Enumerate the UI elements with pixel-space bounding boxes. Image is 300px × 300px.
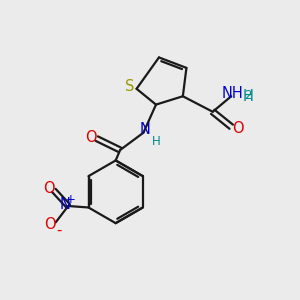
Text: 2: 2	[244, 89, 252, 102]
Text: O: O	[85, 130, 97, 145]
Text: O: O	[43, 181, 54, 196]
Text: N: N	[59, 197, 70, 212]
Text: H: H	[152, 135, 160, 148]
Text: S: S	[125, 79, 135, 94]
Text: N: N	[139, 122, 150, 137]
Text: O: O	[232, 121, 244, 136]
Text: -: -	[56, 223, 61, 238]
Text: NH: NH	[222, 86, 244, 101]
Text: +: +	[66, 193, 76, 206]
Text: H: H	[242, 89, 253, 104]
Text: O: O	[44, 217, 56, 232]
